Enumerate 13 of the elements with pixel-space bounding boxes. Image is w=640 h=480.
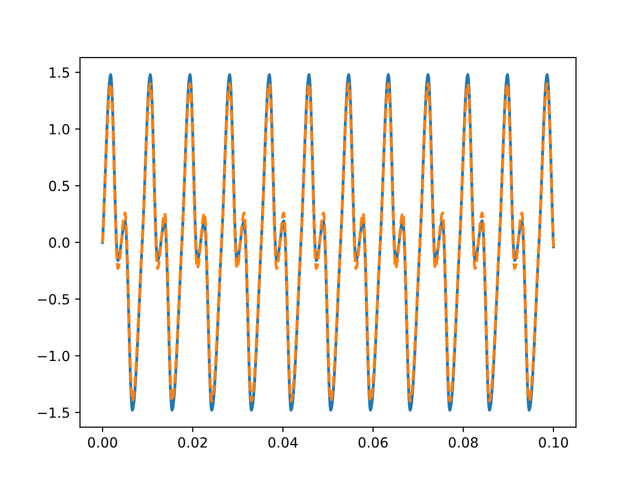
y-tick-label: −1.0 [38,350,70,362]
y-tick-label: 0.0 [49,237,70,248]
y-tick-label: 0.5 [49,180,70,192]
x-tick-label: 0.04 [268,437,298,448]
y-tick-label: 1.0 [50,124,70,134]
y-tick-label: −1.5 [38,408,70,418]
x-tick-label: 0.10 [538,437,568,448]
x-tick-label: 0.02 [178,437,207,448]
y-tick-label: −0.5 [38,294,70,305]
y-tick-label: 1.5 [50,67,70,78]
x-tick-label: 0.00 [88,437,118,448]
x-tick-label: 0.06 [358,437,388,448]
x-tick-label: 0.08 [448,437,478,448]
